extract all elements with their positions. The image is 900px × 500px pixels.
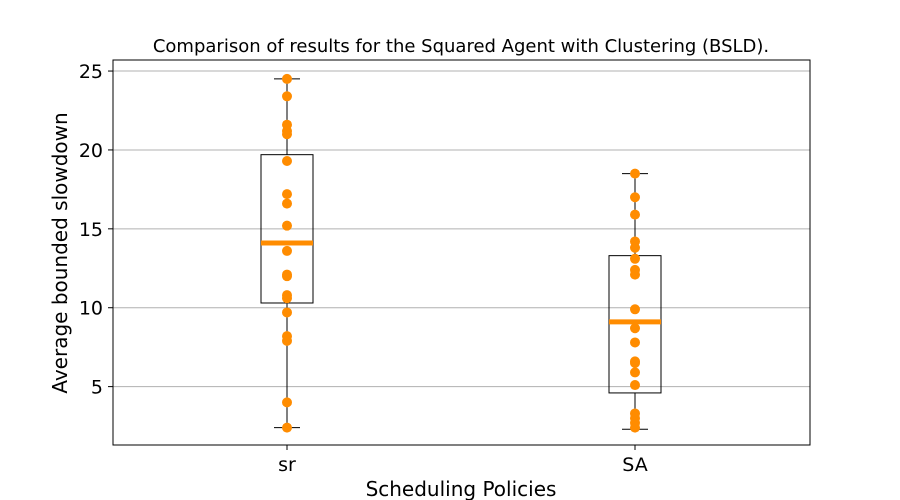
data-point bbox=[282, 307, 292, 318]
data-point bbox=[282, 189, 292, 200]
boxes bbox=[260, 78, 662, 430]
gridlines bbox=[113, 70, 810, 388]
x-axis-ticks: sr SA bbox=[278, 445, 648, 476]
data-point bbox=[630, 422, 640, 433]
data-point bbox=[282, 335, 292, 346]
y-axis-label: Average bounded slowdown bbox=[48, 112, 72, 393]
points-sr bbox=[282, 73, 292, 433]
data-point bbox=[282, 73, 292, 84]
chart-title: Comparison of results for the Squared Ag… bbox=[153, 36, 769, 57]
points-SA bbox=[630, 168, 640, 433]
data-point bbox=[630, 253, 640, 264]
y-tick-label: 20 bbox=[79, 140, 103, 162]
data-point bbox=[630, 304, 640, 315]
data-point bbox=[630, 380, 640, 391]
data-point bbox=[282, 220, 292, 231]
data-point bbox=[282, 155, 292, 166]
data-point bbox=[282, 245, 292, 256]
data-point bbox=[630, 323, 640, 334]
data-point bbox=[630, 269, 640, 280]
data-points bbox=[282, 73, 640, 433]
y-tick-label: 15 bbox=[79, 219, 103, 241]
data-point bbox=[630, 192, 640, 203]
y-tick-label: 5 bbox=[91, 377, 103, 399]
y-tick-label: 25 bbox=[79, 61, 103, 83]
data-point bbox=[630, 168, 640, 179]
data-point bbox=[282, 198, 292, 209]
data-point bbox=[282, 129, 292, 140]
y-tick-label: 10 bbox=[79, 298, 103, 320]
data-point bbox=[282, 271, 292, 282]
data-point bbox=[282, 397, 292, 408]
data-point bbox=[630, 242, 640, 253]
data-point bbox=[282, 293, 292, 304]
y-axis-ticks: 5 10 15 20 25 bbox=[79, 61, 113, 399]
x-tick-label: sr bbox=[278, 454, 296, 476]
x-tick-label: SA bbox=[622, 454, 647, 476]
data-point bbox=[630, 337, 640, 348]
x-axis-label: Scheduling Policies bbox=[366, 477, 557, 500]
data-point bbox=[630, 209, 640, 220]
data-point bbox=[282, 91, 292, 102]
plot-frame bbox=[112, 59, 811, 446]
data-point bbox=[630, 357, 640, 368]
data-point bbox=[282, 422, 292, 433]
data-point bbox=[630, 367, 640, 378]
